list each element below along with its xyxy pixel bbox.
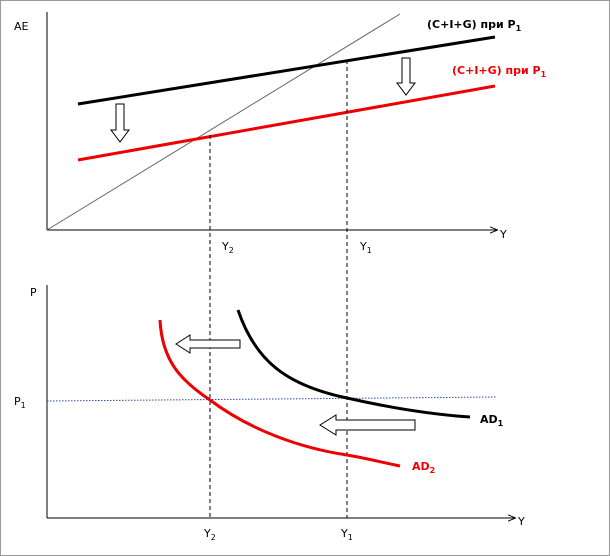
label-sub: 2	[229, 246, 234, 255]
curve-label: AD2	[412, 460, 435, 475]
label-main: Y	[340, 527, 348, 540]
shift-arrow	[110, 103, 130, 143]
label-main: AD	[412, 460, 430, 473]
label-sub: 1	[21, 401, 26, 410]
label-main: Y	[221, 240, 229, 253]
label-sub: 1	[516, 24, 522, 33]
label-sub: 2	[211, 533, 216, 542]
curve-label: (C+I+G) при P1	[427, 18, 522, 33]
ad2-curve	[158, 319, 401, 468]
price-level-line	[46, 396, 498, 402]
label-sub: 1	[348, 533, 353, 542]
shift-arrow	[319, 414, 416, 436]
ae-curve-before	[77, 35, 496, 106]
label-main: (C+I+G) при P	[452, 64, 541, 77]
label-sub: 1	[367, 246, 372, 255]
tick-label: P1	[14, 395, 26, 410]
label-main: Y	[359, 240, 367, 253]
45-degree-line	[46, 13, 401, 231]
curve-label: AD1	[480, 413, 504, 428]
label-main: Y	[203, 527, 211, 540]
axis-label: Y	[499, 228, 507, 241]
tick-label: Y2	[221, 240, 234, 255]
label-sub: 1	[498, 419, 504, 428]
ae-curve-after	[77, 84, 496, 162]
shift-arrow	[175, 334, 241, 354]
tick-label: Y1	[340, 527, 353, 542]
label-sub: 1	[541, 70, 547, 79]
curve-label: (C+I+G) при P1	[452, 64, 547, 79]
ad1-curve	[236, 309, 471, 419]
label-sub: 2	[430, 466, 436, 475]
axis-label: P	[30, 286, 37, 299]
axis-label: AE	[14, 20, 29, 33]
label-main: P	[14, 395, 21, 408]
tick-label: Y1	[359, 240, 372, 255]
label-main: (C+I+G) при P	[427, 18, 516, 31]
label-main: AD	[480, 413, 498, 426]
axis-label: Y	[517, 515, 525, 528]
tick-label: Y2	[203, 527, 216, 542]
shift-arrow	[396, 57, 416, 96]
